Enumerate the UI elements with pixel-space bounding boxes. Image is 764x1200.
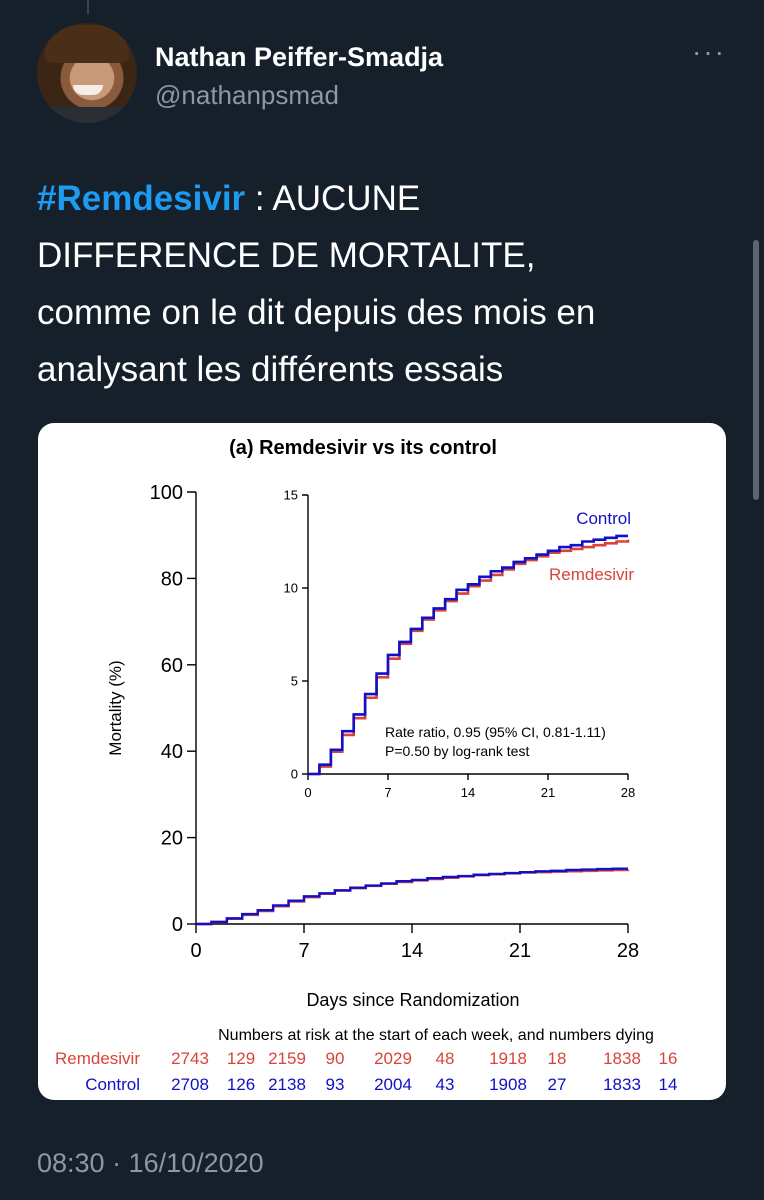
inset-legend-control: Control — [576, 509, 631, 528]
inset-x-tick-label: 21 — [541, 785, 555, 800]
risk-cell-remdesivir: 129 — [227, 1049, 255, 1068]
inset-legend-remdesivir: Remdesivir — [549, 565, 634, 584]
more-horizontal-icon[interactable]: ··· — [692, 36, 726, 67]
risk-cell-remdesivir: 2159 — [268, 1049, 306, 1068]
risk-cell-remdesivir: 16 — [659, 1049, 678, 1068]
scrollbar-thumb[interactable] — [753, 240, 759, 500]
main-line-control — [196, 867, 628, 926]
risk-cell-control: 43 — [436, 1075, 455, 1094]
tweet-text-line-2: DIFFERENCE DE MORTALITE, — [37, 236, 536, 275]
main-x-tick-label: 14 — [401, 940, 423, 962]
chart-title: (a) Remdesivir vs its control — [229, 437, 497, 459]
thread-connector-line — [87, 0, 89, 14]
tweet-image-card[interactable]: (a) Remdesivir vs its control 0 20 40 60 80 1… — [38, 423, 726, 1100]
risk-table: Remdesivir 2743 129 2159 90 2029 48 1918 18 1838 1… — [55, 1049, 677, 1094]
risk-cell-control: 1833 — [603, 1075, 641, 1094]
risk-cell-control: 126 — [227, 1075, 255, 1094]
author-handle[interactable]: @nathanpsmad — [155, 80, 339, 110]
inset-x-tick-label: 0 — [304, 785, 311, 800]
inset-y-tick-label: 5 — [291, 674, 298, 689]
inset-axes: 0 5 10 15 0 7 14 21 28 — [284, 488, 636, 800]
avatar-smile — [73, 85, 103, 95]
main-x-tick-label: 21 — [509, 940, 531, 962]
inset-y-tick-label: 10 — [284, 581, 298, 596]
risk-cell-remdesivir: 1918 — [489, 1049, 527, 1068]
risk-row-label-control: Control — [85, 1075, 140, 1094]
main-series-lines — [196, 867, 630, 926]
main-y-tick-label: 0 — [172, 914, 183, 936]
main-y-tick-label: 60 — [161, 655, 183, 677]
risk-cell-control: 93 — [326, 1075, 345, 1094]
mortality-chart: (a) Remdesivir vs its control 0 20 40 60 80 1… — [55, 437, 677, 1094]
author-name[interactable]: Nathan Peiffer-Smadja — [155, 42, 444, 72]
risk-cell-control: 2004 — [374, 1075, 412, 1094]
main-x-tick-label: 28 — [617, 940, 639, 962]
inset-x-tick-label: 14 — [461, 785, 475, 800]
risk-cell-remdesivir: 48 — [436, 1049, 455, 1068]
main-y-tick-label: 100 — [150, 482, 183, 504]
inset-y-tick-label: 0 — [291, 767, 298, 782]
risk-cell-control: 2138 — [268, 1075, 306, 1094]
main-x-tick-label: 0 — [190, 940, 201, 962]
avatar-shirt — [37, 107, 137, 123]
main-line-remdesivir — [196, 868, 630, 926]
inset-line-control — [308, 534, 628, 776]
risk-row-label-remdesivir: Remdesivir — [55, 1049, 140, 1068]
tweet-text: #Remdesivir : AUCUNE DIFFERENCE DE MORTA… — [37, 170, 727, 398]
inset-x-tick-label: 7 — [384, 785, 391, 800]
inset-y-tick-label: 15 — [284, 488, 298, 503]
main-y-tick-label: 40 — [161, 741, 183, 763]
x-axis-label: Days since Randomization — [306, 990, 519, 1010]
inset-annotation-rate-ratio: Rate ratio, 0.95 (95% CI, 0.81-1.11) — [385, 724, 606, 740]
tweet-timestamp[interactable]: 08:30 · 16/10/2020 — [37, 1148, 264, 1178]
tweet-text-line-3: comme on le dit depuis des mois en — [37, 293, 596, 332]
main-y-tick-label: 80 — [161, 568, 183, 590]
risk-cell-remdesivir: 18 — [548, 1049, 567, 1068]
risk-cell-remdesivir: 2743 — [171, 1049, 209, 1068]
inset-annotation-p-value: P=0.50 by log-rank test — [385, 743, 529, 759]
inset-series-lines — [308, 534, 630, 776]
tweet-text-line-1: #Remdesivir : AUCUNE — [37, 170, 727, 227]
y-axis-label: Mortality (%) — [106, 660, 125, 755]
author-avatar[interactable] — [37, 23, 137, 123]
inset-x-tick-label: 28 — [621, 785, 635, 800]
risk-cell-remdesivir: 1838 — [603, 1049, 641, 1068]
risk-table-title: Numbers at risk at the start of each wee… — [218, 1027, 654, 1044]
hashtag-link[interactable]: #Remdesivir — [37, 179, 246, 218]
risk-cell-remdesivir: 2029 — [374, 1049, 412, 1068]
risk-cell-remdesivir: 90 — [326, 1049, 345, 1068]
risk-cell-control: 14 — [659, 1075, 678, 1094]
risk-cell-control: 2708 — [171, 1075, 209, 1094]
risk-cell-control: 27 — [548, 1075, 567, 1094]
tweet-text-line-1-rest: : AUCUNE — [245, 179, 421, 218]
tweet-text-line-4: analysant les différents essais — [37, 350, 504, 389]
main-y-tick-label: 20 — [161, 828, 183, 850]
avatar-hair — [45, 25, 129, 63]
main-x-tick-label: 7 — [298, 940, 309, 962]
risk-cell-control: 1908 — [489, 1075, 527, 1094]
